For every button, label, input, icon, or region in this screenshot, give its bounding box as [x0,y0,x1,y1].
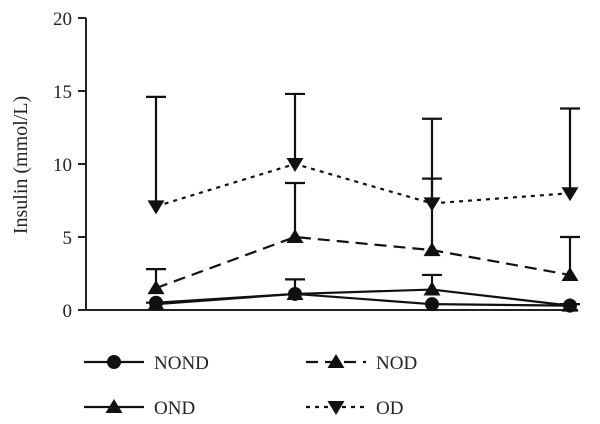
legend-marker-nond [107,355,121,369]
point-od-1 [147,200,165,215]
legend-entry-nond: NOND [84,353,209,374]
series-line-ond [155,288,571,307]
point-nod-2 [286,229,304,243]
series-nod [146,177,580,295]
point-ond-1 [147,296,165,311]
series-ond [146,273,580,312]
legend-marker-od [327,401,345,415]
point-ond-4 [561,297,579,312]
legend-marker-nod [327,354,345,368]
point-nod-3 [423,242,441,257]
y-tick-label-5: 5 [63,228,73,249]
y-axis-label: Insulin (mmol/L) [10,96,32,234]
series-od [146,92,580,215]
point-nod-1 [147,280,165,295]
legend-entry-od: OD [306,398,403,419]
legend-entry-nod: NOD [306,353,417,374]
legend: NOND NOD OND OD [84,353,417,419]
y-tick-label-15: 15 [53,82,72,103]
y-tick-label-10: 10 [53,155,72,176]
point-nod-4 [561,266,579,281]
y-tick-label-20: 20 [53,9,72,30]
series-line-nod [155,235,571,290]
point-ond-3 [423,281,441,296]
plot-area: 0 5 10 15 20 [53,9,580,322]
legend-label-ond: OND [154,398,195,419]
point-od-3 [423,197,441,212]
point-od-4 [561,187,579,202]
point-od-2 [286,158,304,172]
legend-label-od: OD [376,398,403,419]
legend-label-nod: NOD [376,353,417,374]
series-line-od [155,162,571,208]
point-ond-2 [286,285,304,300]
y-tick-label-0: 0 [63,301,73,322]
legend-marker-ond [105,399,123,413]
point-nond-3 [425,297,439,312]
legend-label-nond: NOND [154,353,209,374]
legend-entry-ond: OND [84,398,195,419]
